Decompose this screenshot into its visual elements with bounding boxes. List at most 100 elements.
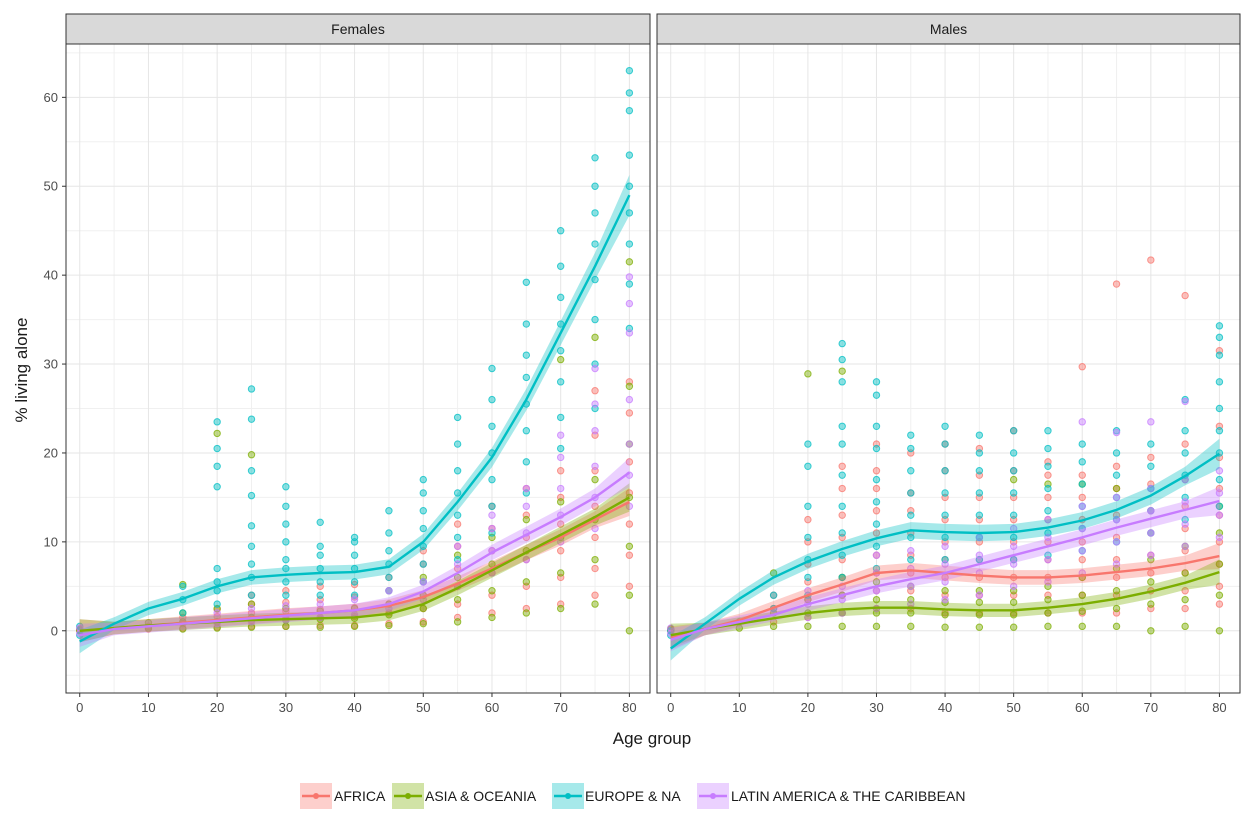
data-point [316, 551, 324, 559]
data-point [667, 627, 675, 635]
x-tick-label: 20 [210, 700, 224, 715]
data-point [419, 507, 427, 515]
data-point [247, 591, 256, 599]
legend-item: AFRICA [300, 783, 386, 809]
x-tick-label: 80 [1212, 700, 1226, 715]
data-point [1215, 533, 1224, 542]
data-point [522, 427, 531, 435]
data-point [1009, 560, 1018, 568]
data-point [591, 154, 599, 162]
data-point [625, 299, 634, 308]
data-point [247, 623, 256, 631]
data-point [213, 609, 221, 617]
x-tick-label: 10 [141, 700, 155, 715]
data-point [213, 462, 221, 470]
data-point [522, 609, 531, 617]
data-point [591, 275, 599, 284]
data-point [350, 533, 359, 542]
data-point [213, 418, 221, 426]
data-point [282, 602, 290, 610]
data-point [591, 462, 599, 470]
data-point [488, 395, 496, 404]
legend-label: AFRICA [334, 788, 386, 804]
data-point [1215, 351, 1224, 359]
data-point [1215, 427, 1224, 435]
data-point [316, 591, 324, 599]
y-tick-label: 60 [44, 90, 58, 105]
legend-item: ASIA & OCEANIA [392, 783, 537, 809]
data-point [556, 378, 565, 386]
data-point [1044, 609, 1052, 617]
y-tick-label: 0 [51, 623, 58, 638]
data-point [907, 431, 915, 439]
data-point [1181, 498, 1189, 506]
data-point [316, 600, 324, 608]
data-point [975, 489, 984, 497]
data-point [1009, 582, 1018, 591]
data-point [941, 587, 949, 595]
x-tick-label: 0 [667, 700, 674, 715]
data-point [838, 484, 846, 493]
data-point [838, 422, 846, 430]
data-point [941, 422, 949, 430]
data-point [838, 339, 846, 348]
data-point [1112, 622, 1121, 631]
legend-label: LATIN AMERICA & THE CARIBBEAN [731, 788, 965, 804]
legend-key-point [565, 793, 571, 799]
data-point [872, 391, 881, 399]
data-point [419, 578, 427, 586]
data-point [247, 522, 256, 530]
data-point [625, 151, 634, 159]
data-point [1009, 449, 1018, 457]
data-point [1215, 511, 1224, 519]
data-point [941, 595, 949, 604]
legend-label: EUROPE & NA [585, 788, 681, 804]
data-point [488, 364, 496, 373]
data-point [1215, 627, 1224, 635]
data-point [804, 462, 812, 470]
data-point [872, 551, 881, 559]
data-point [1009, 542, 1018, 551]
data-point [1215, 600, 1224, 608]
x-axis-title: Age group [613, 729, 691, 748]
data-point [838, 355, 846, 364]
data-point [556, 226, 565, 235]
data-point [282, 520, 290, 528]
data-point [453, 595, 462, 604]
data-point [591, 182, 599, 190]
data-point [522, 502, 531, 511]
data-point [556, 262, 565, 270]
data-point [941, 542, 949, 551]
data-point [872, 378, 881, 386]
data-point [247, 467, 256, 475]
data-point [907, 444, 915, 453]
data-point [1078, 622, 1086, 631]
data-point [591, 387, 599, 395]
data-point [419, 560, 427, 568]
data-point [975, 467, 984, 475]
data-point [1147, 551, 1155, 559]
data-point [282, 483, 290, 491]
data-point [1078, 493, 1086, 502]
data-point [1112, 428, 1121, 437]
data-point [1112, 484, 1121, 493]
data-point [838, 462, 846, 470]
data-point [213, 600, 221, 608]
data-point [1009, 467, 1018, 475]
data-point [556, 293, 565, 302]
data-point [975, 591, 984, 599]
data-point [1044, 427, 1052, 435]
data-point [282, 578, 290, 586]
data-point [556, 569, 565, 577]
x-tick-label: 10 [732, 700, 746, 715]
y-tick-label: 50 [44, 179, 58, 194]
legend-key-point [710, 793, 716, 799]
data-point [838, 511, 846, 519]
data-point [556, 604, 565, 613]
data-point [1147, 418, 1155, 426]
data-point [941, 578, 949, 586]
data-point [556, 520, 565, 528]
data-point [247, 560, 256, 568]
data-point [625, 458, 634, 466]
data-point [1078, 458, 1086, 466]
